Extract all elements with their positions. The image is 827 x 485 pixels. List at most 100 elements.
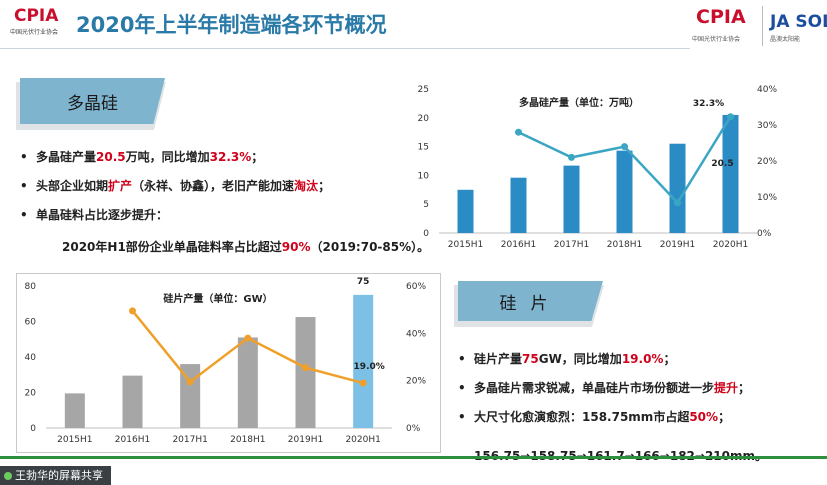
bullet-item: 大尺寸化愈演愈烈：158.75mm市占超50%； xyxy=(456,407,750,436)
logo-divider xyxy=(762,6,763,46)
bullet-text: 万吨，同比增加 xyxy=(125,150,210,164)
bullet-text: 多晶硅产量 xyxy=(36,150,97,164)
bullet-list-polysilicon: 多晶硅产量20.5万吨，同比增加32.3%；头部企业如期扩产（永祥、协鑫），老旧… xyxy=(18,147,330,234)
bar xyxy=(510,177,527,233)
y2-tick-label: 40% xyxy=(757,85,777,95)
y-tick-label: 15 xyxy=(418,143,429,153)
page-title: 2020年上半年制造端各环节概况 xyxy=(76,13,387,37)
chart-title: 硅片产量（单位：GW） xyxy=(163,292,272,305)
chart-title: 多晶硅产量（单位：万吨） xyxy=(519,96,639,109)
bullet-text: 大尺寸化愈演愈烈：158.75mm市占超 xyxy=(474,410,690,424)
bullet-text: 单晶硅料占比逐步提升： xyxy=(36,208,169,222)
bullet-text: ； xyxy=(251,150,264,164)
screen-share-border xyxy=(0,456,827,459)
bullet-text: 头部企业如期 xyxy=(36,179,109,193)
x-tick-label: 2015H1 xyxy=(57,435,92,445)
bullet-text: ； xyxy=(318,179,331,193)
x-tick-label: 2020H1 xyxy=(345,435,380,445)
bar xyxy=(64,393,85,428)
highlight-text: 32.3% xyxy=(209,150,252,164)
line-point xyxy=(302,364,309,372)
x-tick-label: 2019H1 xyxy=(288,435,323,445)
screen-share-text: 王勃华的屏幕共享 xyxy=(15,469,103,482)
y2-tick-label: 10% xyxy=(757,193,777,203)
bullet-text: 多晶硅片需求锐减，单晶硅片市场份额进一步 xyxy=(474,381,715,395)
y-tick-label: 20 xyxy=(25,389,37,399)
line-point xyxy=(568,153,575,161)
polysilicon-chart: 0 5 10 15 20 25 0% 10% 20% 30% 40% 2015H1 2016H1 2017… xyxy=(418,85,778,250)
y2-tick-label: 0% xyxy=(406,424,421,434)
line-point xyxy=(621,143,628,151)
header-divider xyxy=(0,48,690,49)
ja-solar-logo: JA SOLAR 晶澳太阳能 xyxy=(768,4,827,50)
bar xyxy=(295,317,316,428)
bar-data-label: 75 xyxy=(357,277,370,287)
y-tick-label: 20 xyxy=(418,114,430,124)
bullet-subline: 2020年H1部份企业单晶硅料率占比超过90%（2019:70-85%）。 xyxy=(62,238,429,255)
line-point xyxy=(727,113,734,121)
bullet-text: GW，同比增加 xyxy=(538,352,622,366)
logo-text: CPIA xyxy=(14,6,59,26)
line-data-label: 32.3% xyxy=(693,99,724,109)
bar xyxy=(237,337,258,428)
y-tick-label: 80 xyxy=(25,282,37,292)
y-tick-label: 0 xyxy=(30,424,36,434)
y2-tick-label: 60% xyxy=(406,282,426,292)
cpia-logo-right: CPIA 中国光伏行业协会 xyxy=(692,4,752,50)
bullet-item: 单晶硅料占比逐步提升： xyxy=(18,205,330,234)
bullet-text: ； xyxy=(663,352,676,366)
highlight-text: 50% xyxy=(689,410,719,424)
bullet-item: 多晶硅片需求锐减，单晶硅片市场份额进一步提升； xyxy=(456,378,750,407)
logo-subtext: 晶澳太阳能 xyxy=(770,36,801,43)
x-tick-label: 2016H1 xyxy=(115,435,150,445)
y-tick-label: 40 xyxy=(25,353,37,363)
bar-data-label: 20.5 xyxy=(711,159,733,169)
highlight-text: 90% xyxy=(281,240,311,254)
line-point xyxy=(129,307,136,315)
bullet-list-wafer: 硅片产量75GW，同比增加19.0%；多晶硅片需求锐减，单晶硅片市场份额进一步提… xyxy=(456,349,750,436)
y2-tick-label: 20% xyxy=(757,157,777,167)
line-point xyxy=(674,199,681,207)
y-tick-label: 5 xyxy=(423,200,429,210)
y-tick-label: 25 xyxy=(418,85,429,95)
y-tick-label: 0 xyxy=(423,229,429,239)
x-tick-label: 2017H1 xyxy=(554,240,589,250)
y-tick-label: 60 xyxy=(25,318,37,328)
highlight-text: 75 xyxy=(522,352,539,366)
line-point xyxy=(244,334,252,342)
wafer-chart: 0 20 40 60 80 0% 20% 40% 60% 2015H1 2016H1 2017H1 20… xyxy=(25,277,427,445)
cpia-logo-left: CPIA 中国光伏行业协会 xyxy=(10,6,68,40)
line-point xyxy=(515,128,522,136)
logo-text: JA SOLAR xyxy=(770,12,827,32)
bullet-text: ； xyxy=(718,410,731,424)
bar xyxy=(722,114,739,233)
bullet-item: 头部企业如期扩产（永祥、协鑫），老旧产能加速淘汰； xyxy=(18,176,330,205)
line-point xyxy=(359,379,367,387)
bar xyxy=(563,165,580,233)
highlight-text: 19.0% xyxy=(621,352,664,366)
bar xyxy=(353,294,374,428)
bullet-item: 多晶硅产量20.5万吨，同比增加32.3%； xyxy=(18,147,330,176)
x-tick-label: 2016H1 xyxy=(501,240,536,250)
section-tag-polysilicon: 多晶硅 xyxy=(20,78,165,124)
bar xyxy=(122,375,143,428)
bullet-item: 硅片产量75GW，同比增加19.0%； xyxy=(456,349,750,378)
share-dot-icon xyxy=(4,472,12,480)
bar xyxy=(180,364,201,428)
highlight-text: 扩产 xyxy=(108,179,133,193)
logo-subtext: 中国光伏行业协会 xyxy=(10,29,59,36)
bullet-text: 硅片产量 xyxy=(474,352,523,366)
highlight-text: 20.5 xyxy=(96,150,126,164)
x-tick-label: 2015H1 xyxy=(448,240,483,250)
bullet-text: （2019:70-85%）。 xyxy=(310,240,430,254)
y2-tick-label: 30% xyxy=(757,121,777,131)
x-tick-label: 2018H1 xyxy=(607,240,642,250)
bar xyxy=(616,150,633,233)
highlight-text: 淘汰 xyxy=(294,179,319,193)
y2-tick-label: 0% xyxy=(757,229,772,239)
bullet-text: （永祥、协鑫），老旧产能加速 xyxy=(132,179,295,193)
logo-subtext: 中国光伏行业协会 xyxy=(692,36,741,43)
bullet-text: ； xyxy=(738,381,751,395)
x-tick-label: 2019H1 xyxy=(660,240,695,250)
